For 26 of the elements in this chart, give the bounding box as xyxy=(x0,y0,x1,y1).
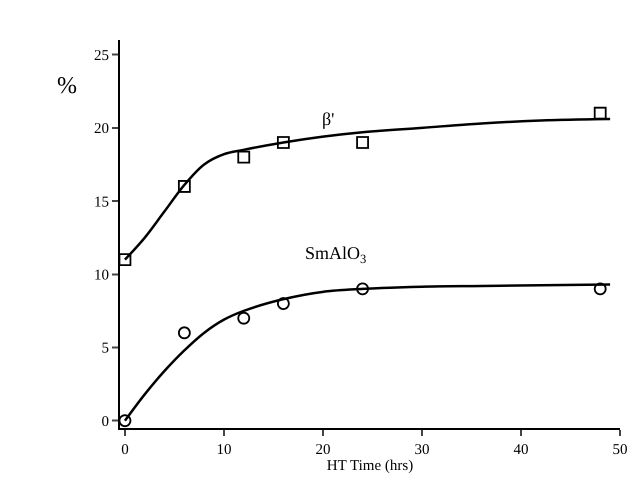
point xyxy=(178,180,191,193)
y-tick-label: 15 xyxy=(94,194,109,210)
point xyxy=(237,312,250,325)
x-tick-label: 20 xyxy=(315,442,330,458)
point xyxy=(356,282,369,296)
point xyxy=(237,150,250,164)
point xyxy=(276,297,290,310)
y-tick-label: 10 xyxy=(94,268,109,284)
x-tick-label: 0 xyxy=(121,442,129,458)
point xyxy=(178,326,191,340)
x-tick-label: 50 xyxy=(612,442,628,458)
x-tick-label: 30 xyxy=(414,442,430,458)
point xyxy=(594,282,607,296)
y-tick-label: 0 xyxy=(102,414,109,430)
x-tick-label: 40 xyxy=(513,442,528,458)
x-axis-title: HT Time (hrs) xyxy=(326,458,414,474)
point xyxy=(276,136,290,149)
x-tick-label: 10 xyxy=(216,442,232,458)
point xyxy=(594,106,607,120)
y-axis-title: % xyxy=(57,73,77,99)
series-label: β' xyxy=(322,109,334,129)
y-tick-label: 25 xyxy=(94,48,109,64)
series-label: SmAlO$_{3}$ xyxy=(305,243,366,266)
point xyxy=(356,136,369,149)
y-tick-label: 5 xyxy=(102,340,109,357)
y-tick-label: 20 xyxy=(94,121,109,138)
